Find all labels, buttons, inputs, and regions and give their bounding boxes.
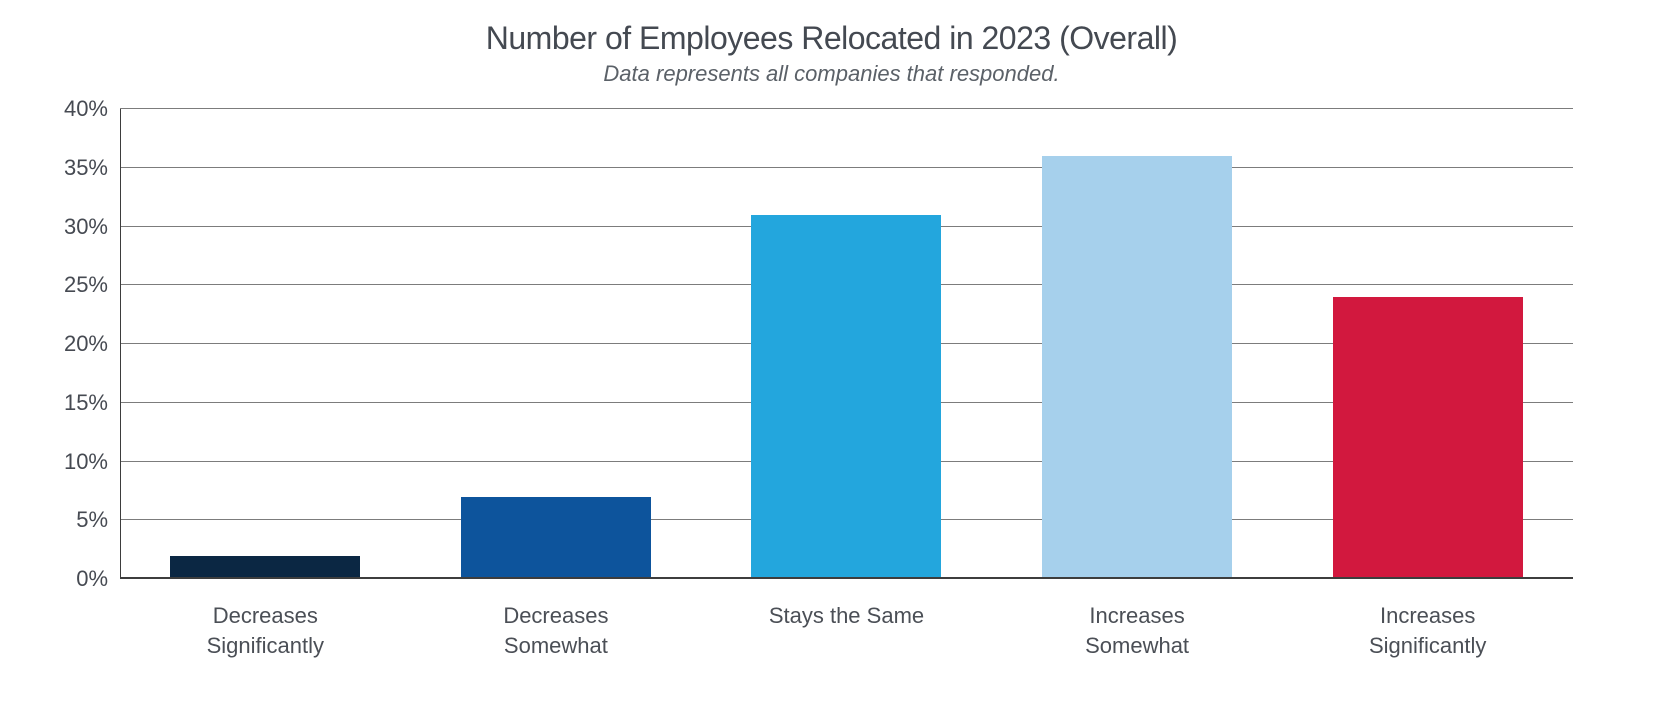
bars-row [120,109,1573,579]
x-labels-row: Decreases Significantly Decreases Somewh… [120,601,1573,660]
y-tick-label: 15% [64,390,120,416]
chart-subtitle: Data represents all companies that respo… [60,61,1603,87]
x-axis-line [120,577,1573,579]
y-tick-label: 30% [64,214,120,240]
bar-slot [701,109,992,579]
chart-container: Number of Employees Relocated in 2023 (O… [0,0,1663,708]
bar-decreases-significantly [170,556,360,580]
y-tick-label: 0% [76,566,120,592]
y-tick-label: 35% [64,155,120,181]
bar-slot [411,109,702,579]
chart-title: Number of Employees Relocated in 2023 (O… [60,20,1603,57]
x-label: Stays the Same [701,601,992,660]
y-tick-label: 20% [64,331,120,357]
y-tick-label: 25% [64,272,120,298]
y-tick-label: 40% [64,96,120,122]
bar-decreases-somewhat [461,497,651,579]
bar-slot [992,109,1283,579]
bar-increases-somewhat [1042,156,1232,579]
bar-slot [120,109,411,579]
y-axis-line [120,109,121,579]
plot-area: 0% 5% 10% 15% 20% 25% 30% 35% 40% [120,109,1573,579]
x-label: Increases Significantly [1282,601,1573,660]
x-label: Decreases Somewhat [411,601,702,660]
y-tick-label: 10% [64,449,120,475]
x-label: Increases Somewhat [992,601,1283,660]
bar-slot [1282,109,1573,579]
bar-increases-significantly [1333,297,1523,579]
y-tick-label: 5% [76,507,120,533]
bar-stays-the-same [751,215,941,579]
x-label: Decreases Significantly [120,601,411,660]
